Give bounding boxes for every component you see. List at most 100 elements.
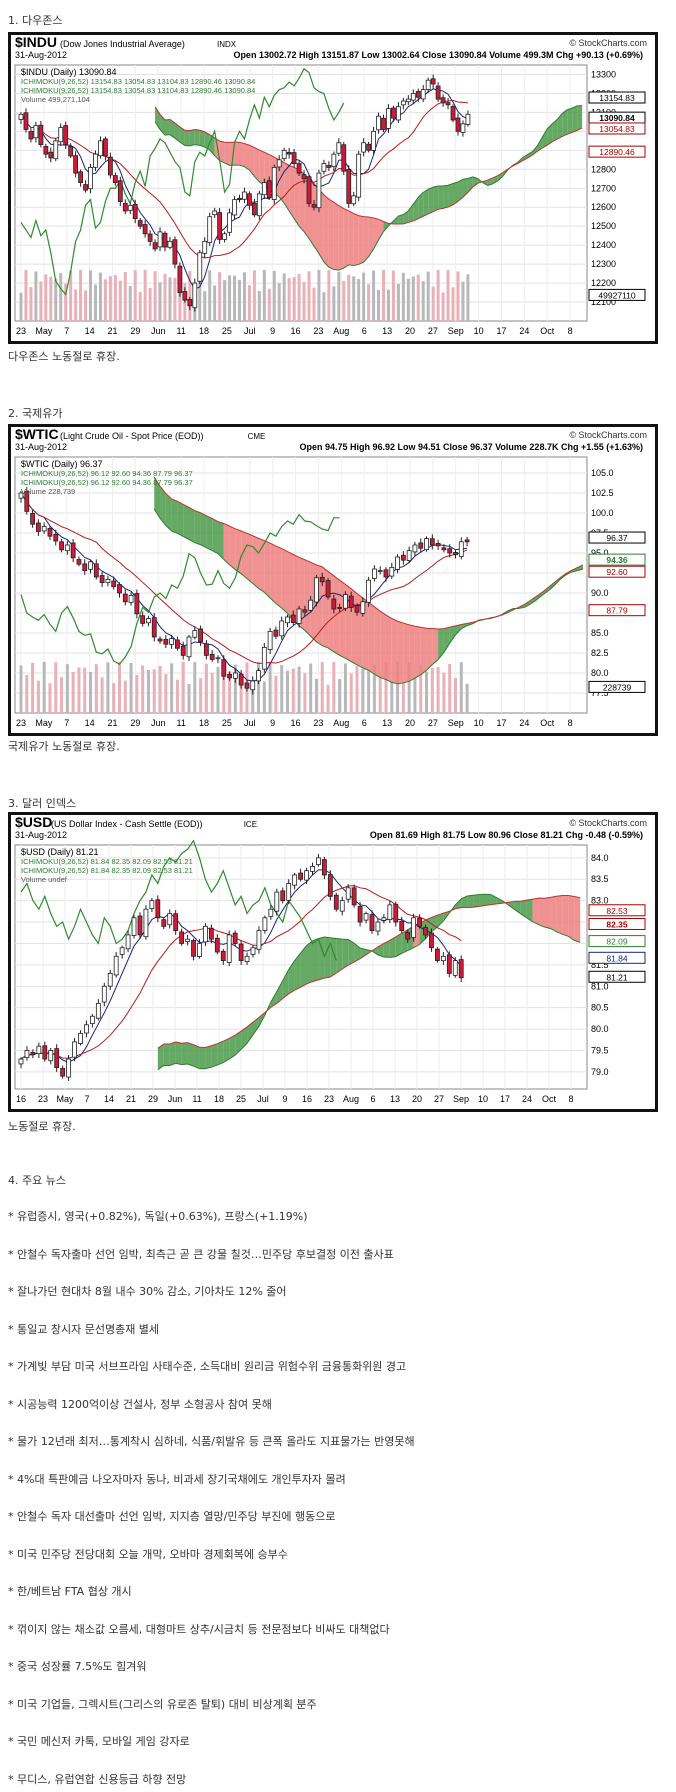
x-tick-label: 9 [282,1094,287,1104]
candle-body [119,947,125,955]
y-tick-label: 80.5 [591,1003,609,1013]
volume-bar [274,675,278,713]
volume-bar [117,661,121,713]
price-tag-box [588,917,646,930]
volume-bar [24,269,28,321]
cloud-segment [323,194,329,268]
volume-bar [100,677,104,713]
price-tag-box [588,122,646,135]
x-tick-label: Jun [151,326,166,336]
cloud-segment [333,575,340,656]
candle-body [279,620,285,637]
volume-bar [210,672,214,713]
candle-body [369,914,375,932]
cloud-segment [532,145,538,155]
volume-bar [74,289,78,321]
candle-body [464,539,470,543]
price-tag-label: 82.53 [606,906,628,916]
cloud-segment [157,1044,164,1070]
candle-body [250,947,256,955]
candle-body [42,1045,48,1060]
volume-bar [123,680,127,713]
x-tick-label: 24 [519,718,529,728]
volume-bar [257,290,261,321]
candle-body [70,542,76,559]
cloud-segment [229,1035,236,1060]
news-item: * 국민 메신저 카톡, 모바일 게임 강자로 [8,1735,190,1748]
candle-body [327,874,333,897]
volume-bar [106,662,110,713]
volume-bar [396,283,400,321]
cloud-segment [557,113,563,140]
volume-bar [128,286,132,321]
volume-bar [141,665,145,713]
candle-body [445,102,451,106]
x-tick-label: 11 [192,1094,201,1104]
cloud-segment [397,621,404,684]
legend-entry: $USD (Daily) 81.21 [21,847,99,857]
volume-bar [302,282,306,321]
cloud-segment [508,901,515,910]
candle-body [222,233,227,240]
price-tag-label: 13154.83 [599,93,635,103]
cloud-segment [520,900,527,918]
x-tick-label: 18 [214,1094,224,1104]
candle-body [30,1052,36,1056]
volume-bar [378,675,382,713]
y-tick-label: 12800 [591,164,616,174]
candle-body [98,140,103,157]
candle-body [271,166,277,200]
cloud-segment [304,559,311,637]
candle-body [197,252,203,282]
cloud-segment [333,202,339,271]
candle-body [227,673,232,679]
candle-body [152,242,158,250]
cloud-segment [433,186,439,212]
cloud-segment [244,143,250,171]
cloud-segment [395,933,402,957]
cloud-segment [552,119,558,142]
x-tick-label: 29 [130,326,140,336]
candle-body [345,887,351,900]
volume-bar [327,270,331,321]
volume-bar [193,662,197,713]
candle-body [276,159,282,168]
x-tick-label: 27 [428,718,438,728]
candle-body [371,568,377,579]
volume-bar [204,663,208,713]
x-tick-label: 25 [222,326,232,336]
candle-body [187,299,193,307]
candle-body [185,938,190,942]
candle-body [361,142,367,153]
cloud-segment [324,937,331,979]
volume-bar [287,278,291,321]
candle-body [274,891,280,912]
news-item: * 한/베트남 FTA 협상 개시 [8,1585,132,1598]
cloud-segment [287,551,294,621]
candle-body [186,636,192,658]
cloud-segment [449,625,456,644]
price-tag-box [588,680,646,693]
cloud-segment [418,192,424,219]
candle-body [227,212,232,233]
volume-bar [297,274,301,321]
y-tick-label: 90.0 [591,588,609,598]
candle-body [169,638,175,645]
news-item: * 유럽증시, 영국(+0.82%), 독일(+0.63%), 프랑스(+1.1… [8,1210,308,1223]
cloud-segment [217,521,224,560]
candle-body [127,204,133,211]
candle-body [435,948,440,961]
candle-body [261,646,267,670]
x-tick-label: 23 [16,326,26,336]
price-tag-label: 228739 [603,682,632,692]
candle-body [111,580,117,588]
volume-bar [19,665,23,713]
price-tag-label: 13090.84 [599,113,635,123]
cloud-segment [461,896,468,908]
x-tick-label: Aug [333,326,349,336]
candle-body [117,180,123,202]
candle-body [30,513,35,525]
y-tick-label: 102.5 [591,488,614,498]
candle-body [341,144,347,172]
candle-body [167,913,173,926]
